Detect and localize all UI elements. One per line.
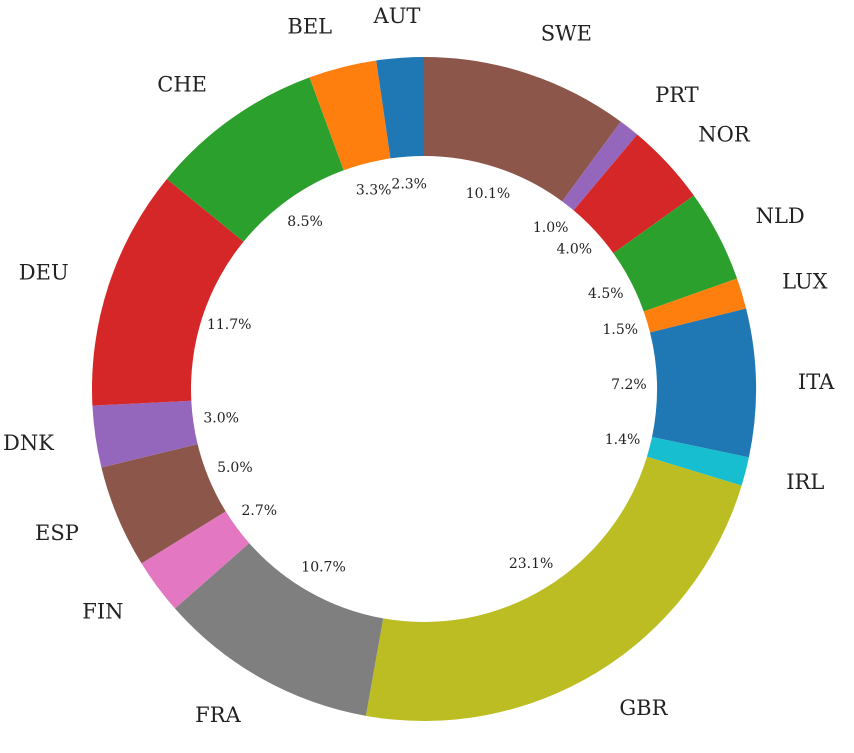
- slice-bel: [309, 60, 391, 171]
- category-label-ita: ITA: [798, 370, 835, 394]
- category-labels-group: SWE PRT NOR NLD LUX ITA IRL GBR FRA FIN ESP DNK DEU C…: [3, 4, 835, 727]
- pct-label-gbr: 23.1%: [509, 556, 553, 572]
- category-label-fin: FIN: [82, 600, 123, 624]
- pct-label-dnk: 3.0%: [203, 411, 239, 427]
- category-label-lux: LUX: [782, 269, 827, 293]
- pct-label-prt: 1.0%: [533, 220, 569, 236]
- slice-nor: [573, 134, 694, 254]
- pct-label-fra: 10.7%: [301, 560, 345, 576]
- category-label-aut: AUT: [373, 4, 421, 28]
- slice-che: [166, 77, 344, 242]
- pct-label-aut: 2.3%: [391, 177, 427, 193]
- pct-label-nld: 4.5%: [588, 286, 624, 302]
- category-label-gbr: GBR: [619, 696, 668, 720]
- slice-fin: [141, 511, 250, 609]
- percent-labels-group: 10.1% 1.0% 4.0% 4.5% 1.5% 7.2% 1.4% 23.1% 10.7% 2…: [203, 177, 646, 576]
- slice-lux: [643, 278, 747, 333]
- category-label-nld: NLD: [756, 204, 805, 228]
- slice-dnk: [92, 400, 198, 468]
- pct-label-ita: 7.2%: [611, 377, 647, 393]
- category-label-swe: SWE: [541, 22, 592, 46]
- category-label-deu: DEU: [19, 260, 69, 284]
- pct-label-lux: 1.5%: [603, 322, 639, 338]
- pct-label-swe: 10.1%: [466, 186, 510, 202]
- slice-aut: [376, 57, 424, 159]
- slice-esp: [101, 444, 226, 564]
- pct-label-bel: 3.3%: [356, 182, 392, 198]
- slice-gbr: [365, 456, 742, 721]
- slice-nld: [613, 195, 738, 312]
- category-label-irl: IRL: [786, 470, 824, 494]
- slice-deu: [91, 178, 244, 406]
- category-label-prt: PRT: [655, 83, 699, 107]
- slice-irl: [646, 436, 749, 486]
- category-label-che: CHE: [157, 72, 207, 96]
- pct-label-irl: 1.4%: [605, 432, 641, 448]
- slice-fra: [174, 543, 384, 716]
- pct-label-esp: 5.0%: [217, 460, 253, 476]
- category-label-fra: FRA: [195, 703, 241, 727]
- category-label-dnk: DNK: [3, 431, 54, 455]
- slice-prt: [562, 121, 638, 211]
- pct-label-che: 8.5%: [287, 214, 323, 230]
- pct-label-nor: 4.0%: [557, 242, 593, 258]
- slice-swe: [424, 57, 621, 202]
- slice-ita: [650, 308, 757, 458]
- category-label-bel: BEL: [287, 14, 332, 38]
- pct-label-fin: 2.7%: [242, 503, 278, 519]
- slices-group: [91, 57, 757, 721]
- pct-label-deu: 11.7%: [207, 317, 251, 333]
- category-label-nor: NOR: [698, 123, 751, 147]
- category-label-esp: ESP: [35, 521, 79, 545]
